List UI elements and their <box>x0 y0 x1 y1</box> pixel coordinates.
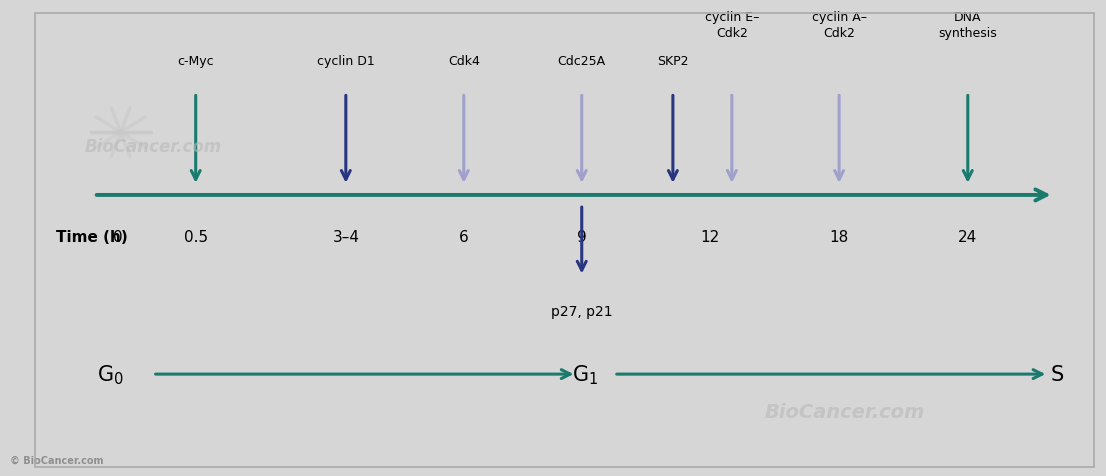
Text: 9: 9 <box>577 230 586 245</box>
Text: 0.5: 0.5 <box>184 230 208 245</box>
Text: 6: 6 <box>459 230 469 245</box>
Text: 18: 18 <box>830 230 848 245</box>
Text: BioCancer.com: BioCancer.com <box>764 402 925 421</box>
Text: Time (h): Time (h) <box>56 230 128 245</box>
Text: Cdc25A: Cdc25A <box>557 55 606 68</box>
Text: cyclin A–
Cdk2: cyclin A– Cdk2 <box>812 11 867 40</box>
Text: cyclin E–
Cdk2: cyclin E– Cdk2 <box>705 11 759 40</box>
Text: G$_1$: G$_1$ <box>572 363 598 386</box>
Text: c-Myc: c-Myc <box>177 55 215 68</box>
Text: Cdk4: Cdk4 <box>448 55 480 68</box>
Text: 24: 24 <box>958 230 978 245</box>
Text: 3–4: 3–4 <box>332 230 359 245</box>
Text: BioCancer.com: BioCancer.com <box>84 138 221 156</box>
Text: DNA
synthesis: DNA synthesis <box>938 11 998 40</box>
Text: cyclin D1: cyclin D1 <box>317 55 375 68</box>
Text: SKP2: SKP2 <box>657 55 689 68</box>
Text: 0: 0 <box>113 230 123 245</box>
Text: S: S <box>1051 364 1064 384</box>
Text: p27, p21: p27, p21 <box>551 305 613 318</box>
Text: G$_0$: G$_0$ <box>96 363 123 386</box>
Text: 12: 12 <box>701 230 720 245</box>
Text: © BioCancer.com: © BioCancer.com <box>10 455 103 465</box>
